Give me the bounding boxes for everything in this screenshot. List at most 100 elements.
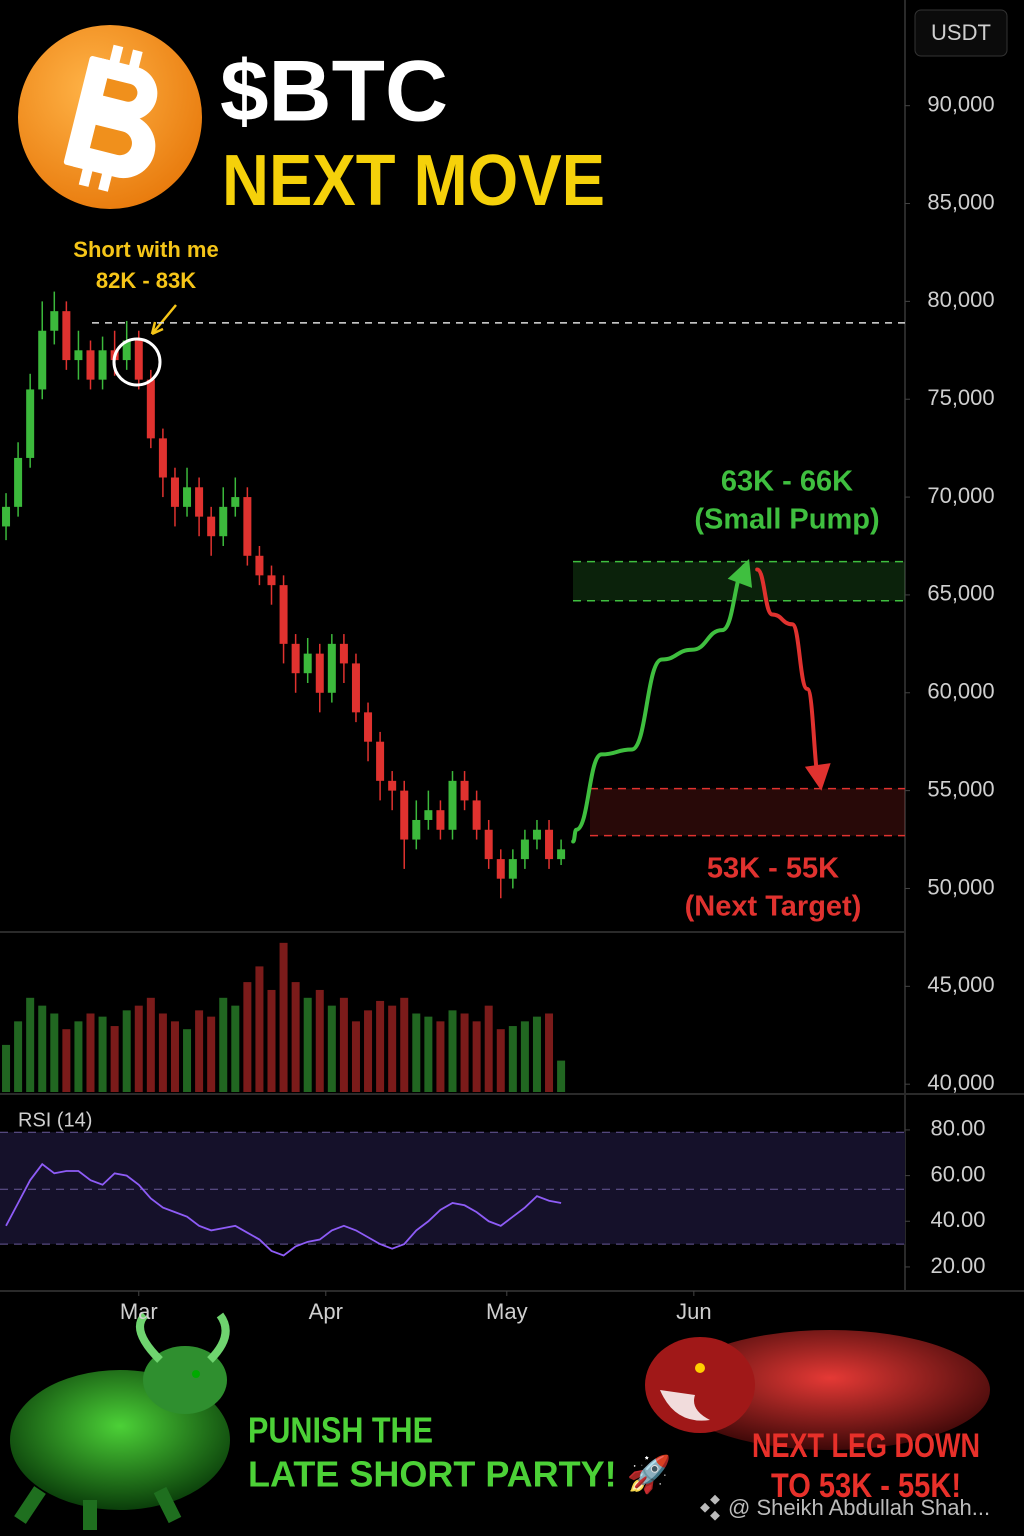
candle-body <box>436 810 445 830</box>
volume-bar <box>122 1010 131 1092</box>
candle-body <box>243 497 252 556</box>
footer-right: NEXT LEG DOWN <box>752 1427 980 1465</box>
x-tick-label: Mar <box>120 1299 158 1324</box>
candle-body <box>98 350 107 380</box>
y-tick-label: 55,000 <box>927 776 994 801</box>
y-tick-label: 75,000 <box>927 385 994 410</box>
rsi-band <box>0 1132 905 1245</box>
projection-arrowhead <box>727 558 753 588</box>
volume-bar <box>86 1013 95 1092</box>
subtitle: NEXT MOVE <box>222 141 605 221</box>
candle-body <box>291 643 300 674</box>
y-tick-label: 85,000 <box>927 189 994 214</box>
candle-body <box>412 819 421 840</box>
volume-bar <box>460 1013 469 1092</box>
volume-bar <box>484 1005 493 1092</box>
volume-bar <box>472 1021 481 1092</box>
title: $BTC <box>220 44 448 140</box>
candle-body <box>219 506 228 537</box>
volume-bar <box>146 997 155 1092</box>
candle-body <box>74 350 83 361</box>
volume-bar <box>207 1016 216 1092</box>
y-tick-label: 90,000 <box>927 91 994 116</box>
volume-bar <box>508 1026 517 1092</box>
candle-body <box>195 487 204 517</box>
volume-bar <box>219 997 228 1092</box>
candle-body <box>532 829 541 840</box>
zone-label: 63K - 66K <box>721 466 853 498</box>
footer-left: PUNISH THE <box>248 1410 433 1451</box>
volume-bar <box>351 1021 360 1092</box>
y-tick-label: 60.00 <box>930 1161 985 1186</box>
volume-bar <box>2 1044 11 1092</box>
plot-area <box>0 291 905 1257</box>
volume-bar <box>50 1013 59 1092</box>
candle-body <box>400 790 409 840</box>
zone-sublabel: (Small Pump) <box>694 504 879 536</box>
watermark-icon <box>700 1494 720 1521</box>
volume-bar <box>74 1021 83 1092</box>
candle-body <box>557 849 566 860</box>
y-tick-label: 80,000 <box>927 287 994 312</box>
annotation: 82K - 83K <box>96 268 196 293</box>
volume-bar <box>496 1029 505 1092</box>
volume-bar <box>424 1016 433 1092</box>
entry-circle <box>112 337 162 387</box>
volume-bar <box>376 1000 385 1092</box>
currency: USDT <box>931 20 991 45</box>
volume-bar <box>14 1021 23 1092</box>
candle-body <box>38 330 47 390</box>
y-tick-label: 80.00 <box>930 1116 985 1141</box>
volume-bar <box>532 1016 541 1092</box>
volume-bar <box>388 1005 397 1092</box>
zone-sublabel: (Next Target) <box>685 891 862 923</box>
candle-body <box>183 487 192 507</box>
rsi-line <box>5 1162 562 1257</box>
bitcoin-logo <box>18 25 202 209</box>
candle-body <box>207 516 216 537</box>
x-tick-label: Apr <box>309 1299 343 1324</box>
candle-body <box>508 859 517 879</box>
volume-bar <box>38 1005 47 1092</box>
candle-body <box>122 340 131 361</box>
volume-bar <box>315 989 324 1092</box>
volume-bar <box>364 1010 373 1092</box>
volume-bar <box>134 1005 143 1092</box>
candle-body <box>267 575 276 586</box>
candle-body <box>303 653 312 674</box>
volume-bar <box>557 1060 566 1092</box>
volume-bar <box>400 997 409 1092</box>
candle-body <box>2 506 11 527</box>
candle-body <box>545 829 554 860</box>
volume-bar <box>255 966 264 1092</box>
y-tick-label: 65,000 <box>927 581 994 606</box>
y-tick-label: 20.00 <box>930 1253 985 1278</box>
volume-bar <box>279 942 288 1092</box>
y-tick-label: 45,000 <box>927 972 994 997</box>
volume-bar <box>327 1005 336 1092</box>
volume-bar <box>436 1021 445 1092</box>
candle-body <box>146 379 155 439</box>
currency-box <box>914 9 1008 57</box>
volume-bar <box>303 997 312 1092</box>
annotation-arrow <box>150 304 177 336</box>
volume-bar <box>158 1013 167 1092</box>
candle-body <box>351 663 360 713</box>
volume-bar <box>291 982 300 1092</box>
candle-body <box>460 780 469 801</box>
candle-body <box>448 780 457 830</box>
volume-bar <box>545 1013 554 1092</box>
volume-bar <box>231 1005 240 1092</box>
candle-body <box>255 555 264 576</box>
projection-arrowhead <box>804 763 831 791</box>
candle-body <box>134 340 143 380</box>
volume-bar <box>98 1016 107 1092</box>
y-tick-label: 70,000 <box>927 483 994 508</box>
candle-body <box>231 497 240 507</box>
candle-body <box>158 438 167 478</box>
projection-path <box>755 567 823 787</box>
candle-body <box>50 311 59 331</box>
